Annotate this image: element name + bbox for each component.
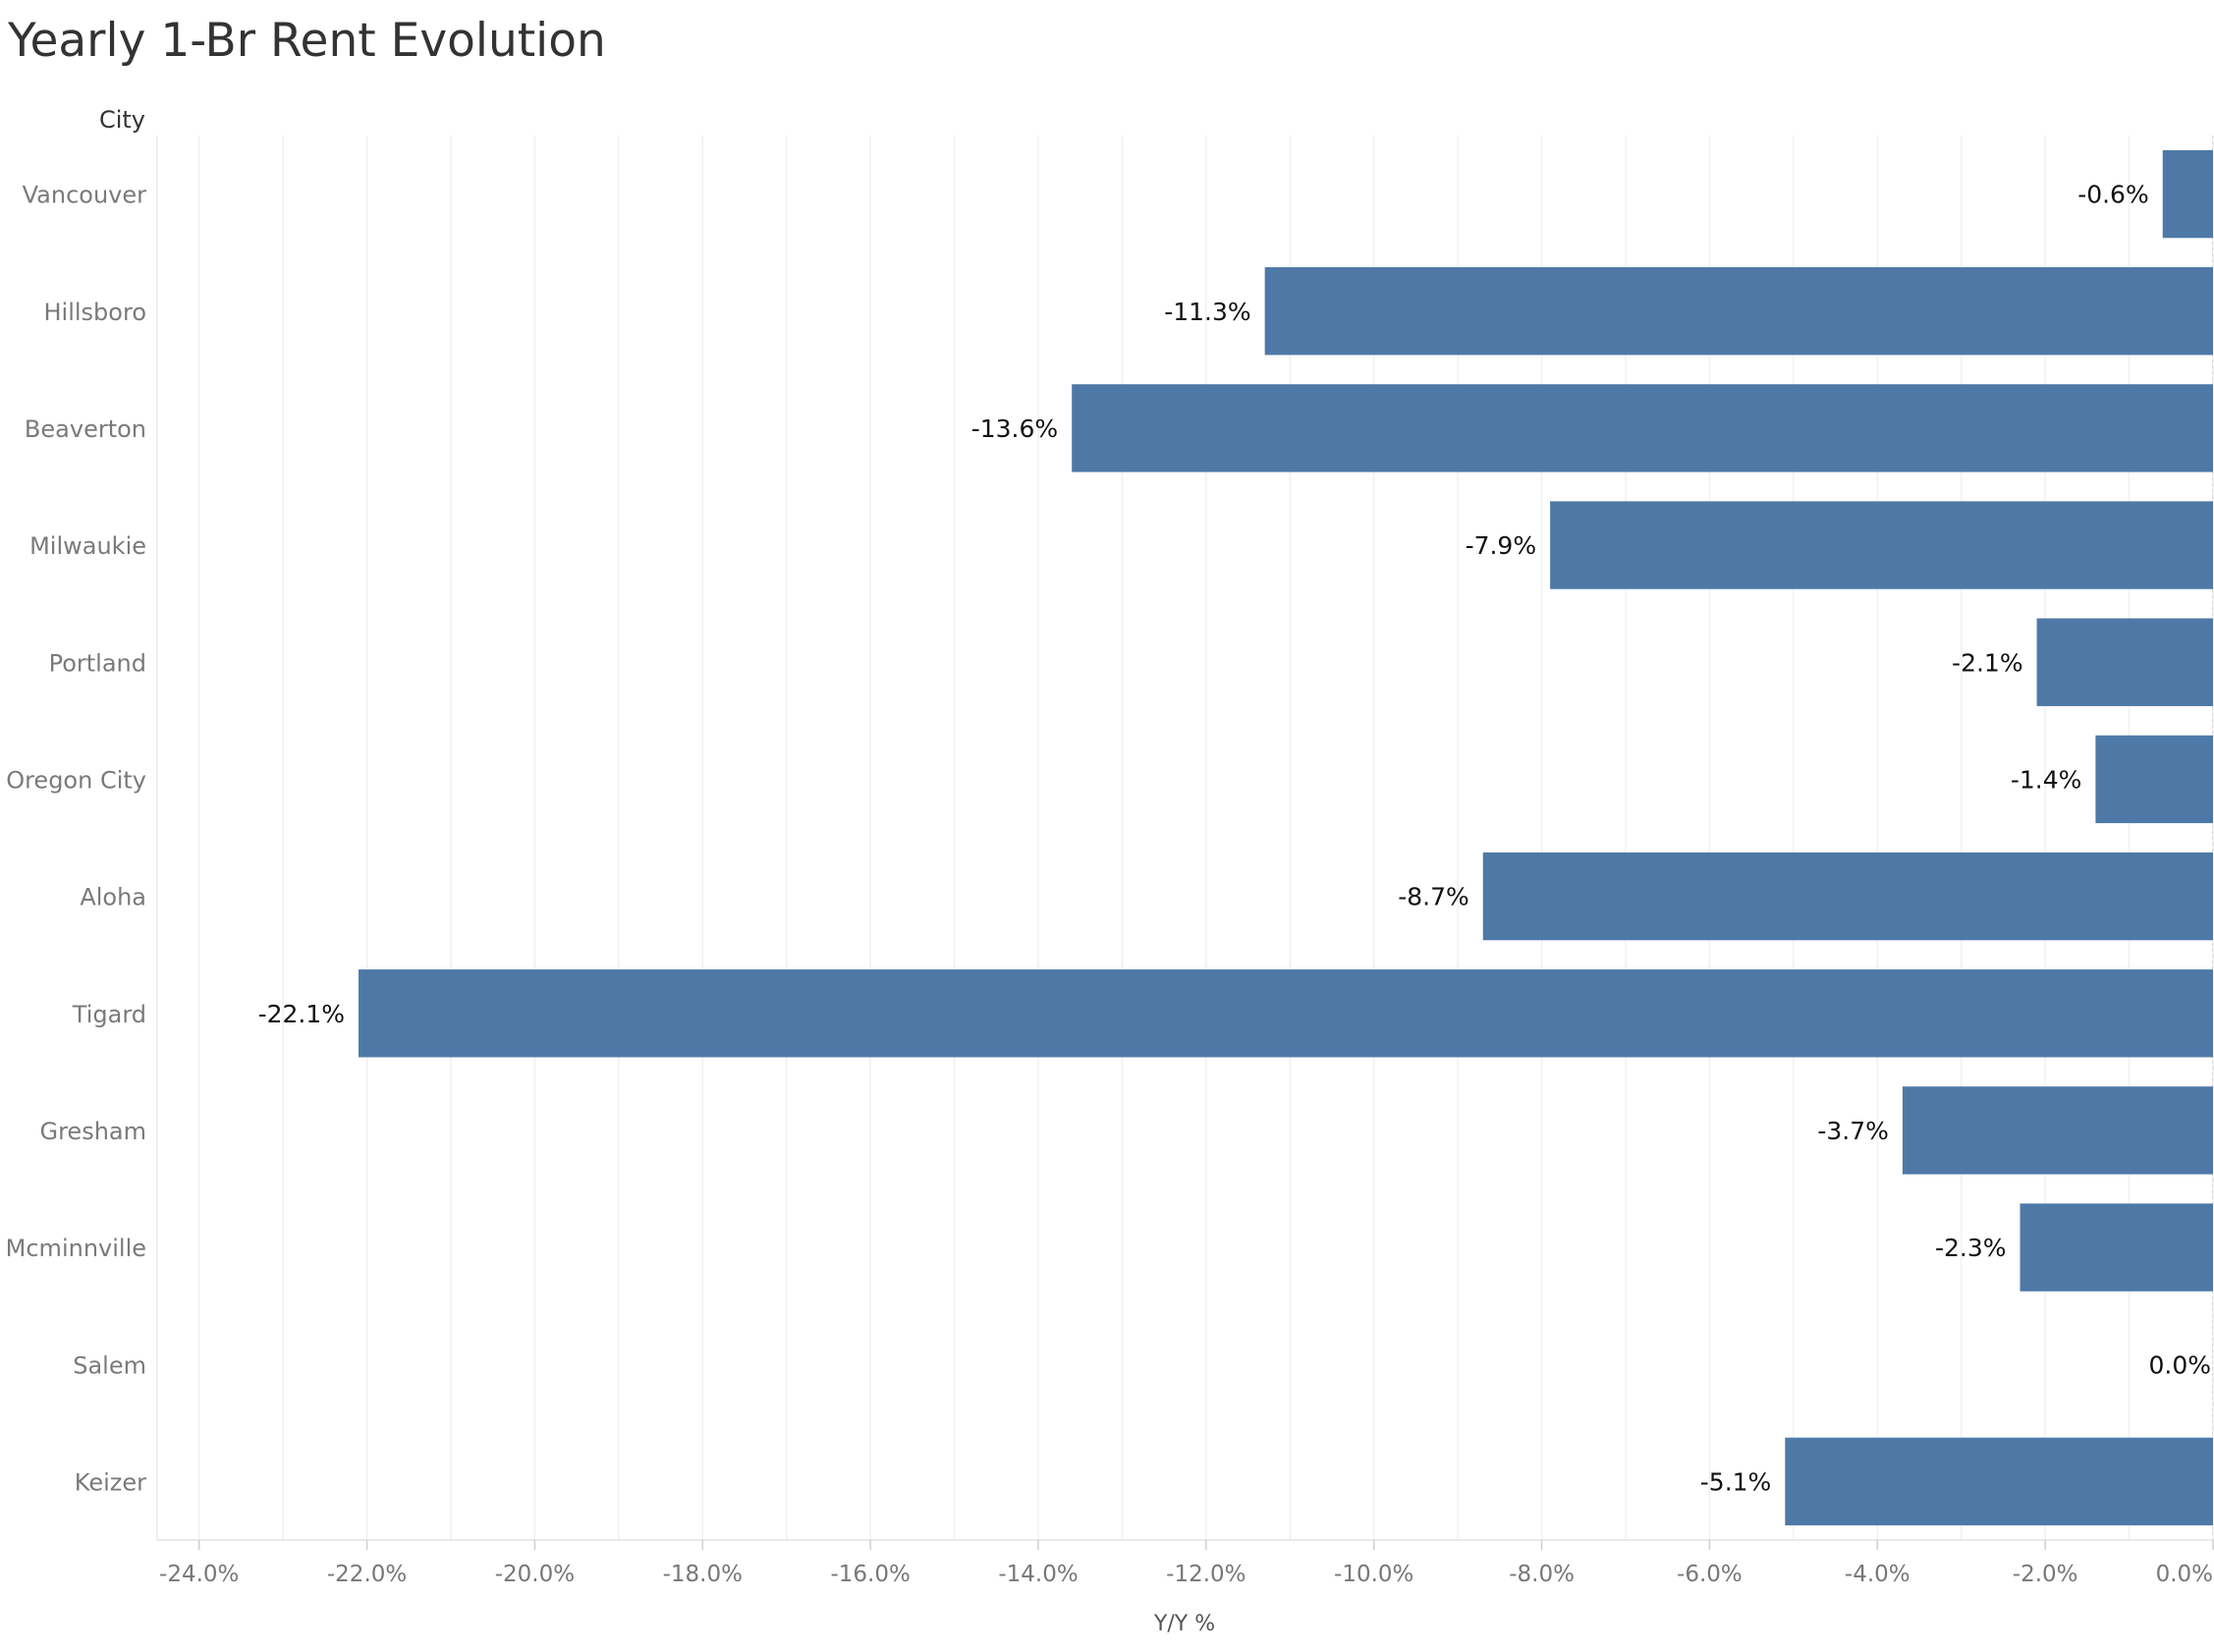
value-label: -3.7% bbox=[1817, 1117, 1889, 1145]
category-label: Tigard bbox=[72, 1001, 146, 1028]
bar-hillsboro bbox=[1264, 267, 2213, 356]
value-label: -0.6% bbox=[2077, 181, 2149, 209]
x-tick-label: -18.0% bbox=[663, 1562, 743, 1587]
bar-oregon-city bbox=[2095, 735, 2213, 824]
category-label: Keizer bbox=[75, 1468, 146, 1496]
x-tick-label: 0.0% bbox=[2156, 1562, 2213, 1587]
category-label: Salem bbox=[73, 1351, 146, 1379]
value-label: 0.0% bbox=[2148, 1350, 2211, 1379]
category-label: Aloha bbox=[80, 884, 146, 911]
x-tick-label: -8.0% bbox=[1509, 1562, 1575, 1587]
x-tick-label: -14.0% bbox=[998, 1562, 1078, 1587]
x-tick-label: -2.0% bbox=[2013, 1562, 2078, 1587]
category-label: Beaverton bbox=[25, 415, 146, 443]
x-tick-label: -22.0% bbox=[327, 1562, 407, 1587]
x-tick-label: -6.0% bbox=[1677, 1562, 1743, 1587]
bar-mcminnville bbox=[2020, 1203, 2213, 1292]
bar-milwaukie bbox=[1550, 501, 2213, 589]
x-tick-label: -16.0% bbox=[830, 1562, 910, 1587]
category-label: Gresham bbox=[39, 1118, 146, 1145]
x-tick-label: -12.0% bbox=[1166, 1562, 1245, 1587]
category-label: Hillsboro bbox=[44, 299, 147, 326]
value-label: -8.7% bbox=[1398, 883, 1469, 911]
bar-vancouver bbox=[2162, 149, 2213, 239]
category-label: Milwaukie bbox=[29, 532, 146, 560]
category-label: Mcminnville bbox=[6, 1235, 146, 1262]
value-labels: -0.6% -11.3% -13.6% -7.9% -2.1% -1.4% -8.7% -22… bbox=[258, 181, 2211, 1497]
bar-portland bbox=[2036, 618, 2213, 706]
bars bbox=[359, 149, 2213, 1526]
value-label: -22.1% bbox=[258, 1000, 345, 1028]
bar-tigard bbox=[359, 969, 2213, 1058]
category-label: Vancouver bbox=[23, 182, 147, 209]
bar-beaverton bbox=[1072, 384, 2213, 472]
bar-keizer bbox=[1785, 1437, 2213, 1526]
x-tick-label: -4.0% bbox=[1845, 1562, 1910, 1587]
bar-gresham bbox=[1902, 1086, 2213, 1175]
x-tick-label: -20.0% bbox=[495, 1562, 575, 1587]
value-label: -1.4% bbox=[2011, 765, 2082, 794]
x-tick-label: -24.0% bbox=[159, 1562, 239, 1587]
value-label: -2.1% bbox=[1952, 648, 2023, 677]
row-header-label: City bbox=[99, 106, 145, 134]
value-label: -13.6% bbox=[971, 414, 1058, 443]
chart-title: Yearly 1-Br Rent Evolution bbox=[8, 14, 606, 68]
category-label: Portland bbox=[49, 649, 146, 677]
value-label: -7.9% bbox=[1466, 531, 1537, 560]
x-axis-title: Y/Y % bbox=[1153, 1612, 1215, 1636]
value-label: -2.3% bbox=[1935, 1234, 2007, 1262]
value-label: -5.1% bbox=[1700, 1467, 1772, 1496]
x-axis: -24.0% -22.0% -20.0% -18.0% -16.0% -14.0% -12.… bbox=[157, 1539, 2214, 1587]
x-tick-label: -10.0% bbox=[1334, 1562, 1413, 1587]
gridlines bbox=[156, 136, 2214, 1540]
category-label: Oregon City bbox=[6, 766, 146, 794]
bar-aloha bbox=[1482, 852, 2213, 941]
category-labels: Vancouver Hillsboro Beaverton Milwaukie Port… bbox=[6, 182, 146, 1497]
value-label: -11.3% bbox=[1164, 298, 1250, 326]
